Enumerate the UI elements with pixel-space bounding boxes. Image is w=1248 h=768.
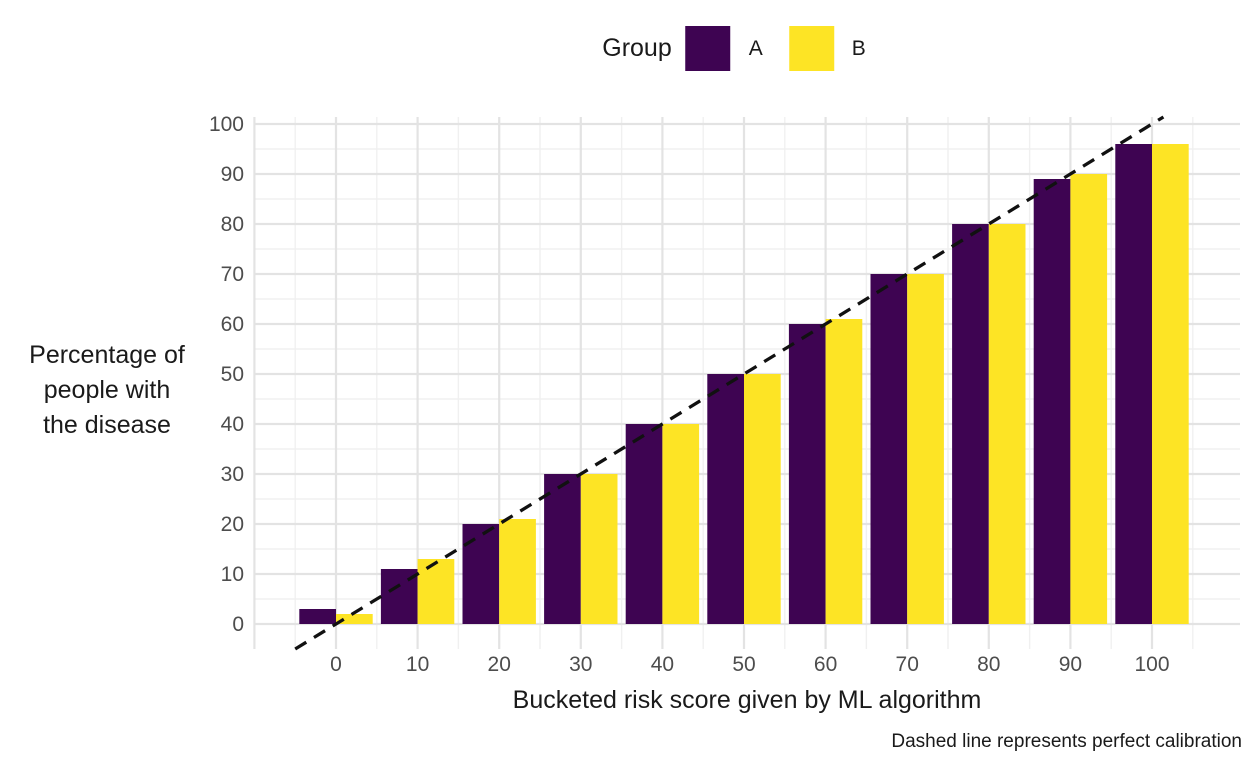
x-tick-label-100: 100 — [1134, 653, 1169, 676]
bar-B-100 — [1152, 144, 1189, 624]
x-tick-label-60: 60 — [814, 653, 837, 676]
bar-B-20 — [499, 519, 536, 624]
x-tick-label-90: 90 — [1059, 653, 1082, 676]
x-tick-label-20: 20 — [488, 653, 511, 676]
y-tick-label-40: 40 — [221, 413, 244, 436]
y-tick-label-10: 10 — [221, 563, 244, 586]
perfect-calibration-dashed-line — [294, 115, 1165, 651]
legend-item-A: A — [685, 26, 763, 71]
y-tick-label-70: 70 — [221, 263, 244, 286]
bar-A-90 — [1033, 179, 1071, 624]
bar-B-90 — [1070, 174, 1108, 624]
bar-A-100 — [1115, 144, 1152, 624]
x-tick-label-70: 70 — [896, 653, 919, 676]
legend-label-B: B — [851, 36, 866, 60]
x-axis-title: Bucketed risk score given by ML algorith… — [512, 686, 982, 714]
y-tick-label-50: 50 — [221, 363, 244, 386]
bar-B-60 — [825, 319, 863, 624]
bar-A-40 — [625, 424, 663, 624]
bar-A-60 — [788, 324, 826, 624]
bar-A-80 — [952, 224, 989, 624]
y-tick-label-90: 90 — [221, 163, 244, 186]
bar-B-10 — [417, 559, 455, 624]
y-tick-label-80: 80 — [221, 213, 244, 236]
legend-label-A: A — [748, 36, 763, 60]
x-tick-label-80: 80 — [977, 653, 1000, 676]
bar-A-70 — [870, 274, 908, 624]
y-tick-label-100: 100 — [209, 113, 244, 136]
bar-B-0 — [336, 614, 373, 624]
bar-B-70 — [907, 274, 944, 624]
bar-A-30 — [544, 474, 581, 624]
legend-swatch-A — [685, 26, 731, 71]
y-tick-label-30: 30 — [221, 463, 244, 486]
legend-swatch-B — [788, 26, 834, 71]
legend-title: Group — [602, 34, 672, 62]
y-tick-label-20: 20 — [221, 513, 244, 536]
bar-A-20 — [462, 524, 500, 624]
x-tick-label-50: 50 — [732, 653, 755, 676]
bar-B-80 — [988, 224, 1026, 624]
bar-A-50 — [707, 374, 744, 624]
y-tick-label-0: 0 — [232, 613, 244, 636]
bar-B-50 — [744, 374, 781, 624]
x-tick-label-30: 30 — [569, 653, 592, 676]
x-tick-label-0: 0 — [330, 653, 342, 676]
bar-A-0 — [299, 609, 336, 624]
bar-B-40 — [662, 424, 700, 624]
legend-item-B: B — [788, 26, 866, 71]
chart-caption: Dashed line represents perfect calibrati… — [891, 731, 1242, 752]
bar-B-30 — [580, 474, 618, 624]
x-tick-label-10: 10 — [406, 653, 429, 676]
y-axis-title: Percentage of people with the disease — [29, 341, 185, 439]
x-tick-label-40: 40 — [651, 653, 674, 676]
y-tick-label-60: 60 — [221, 313, 244, 336]
